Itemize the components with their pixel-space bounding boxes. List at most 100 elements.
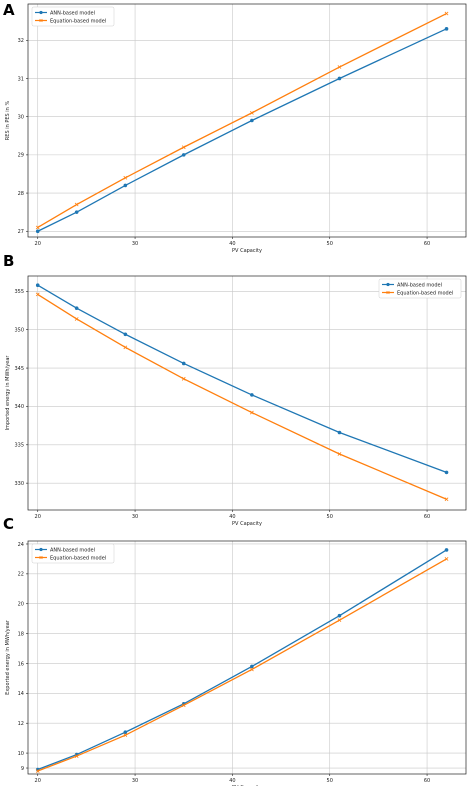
data-point (181, 145, 186, 150)
data-point (35, 769, 40, 773)
data-point (123, 730, 128, 734)
y-axis-label: RES in PES in % (5, 101, 11, 141)
data-point (250, 118, 254, 123)
x-tick-label: 50 (327, 778, 333, 784)
y-tick-label: 18 (18, 631, 24, 637)
data-point (337, 76, 342, 81)
y-tick-label: 32 (18, 38, 24, 44)
data-point (123, 345, 128, 350)
series-ann (35, 27, 449, 234)
x-tick-label: 20 (35, 241, 41, 247)
data-point (181, 153, 186, 157)
legend-label: ANN-based model (50, 547, 95, 553)
legend-marker (39, 547, 43, 552)
y-tick-label: 355 (14, 289, 24, 295)
data-point (74, 317, 79, 321)
x-tick-label: 30 (132, 514, 138, 520)
data-point (74, 202, 79, 207)
chart-panel-a: 20 30 40 50 60 27 28 29 30 31 32 PV Capacity RES in … (5, 3, 467, 254)
x-tick-label: 60 (424, 241, 430, 247)
series-ann (35, 283, 449, 475)
legend-marker (386, 290, 390, 295)
data-point (123, 332, 128, 337)
data-point (123, 175, 128, 180)
y-tick-label: 16 (18, 661, 24, 667)
data-point (181, 703, 186, 708)
data-point (35, 283, 40, 288)
y-axis-label: Imported energy in MWh/year (5, 355, 11, 431)
panel-a-letter: A (3, 1, 15, 19)
legend: ANN-based model Equation-based model (31, 543, 115, 564)
y-tick-label: 20 (18, 602, 24, 608)
data-point (444, 27, 449, 31)
x-axis-label: PV Capacity (232, 521, 262, 527)
legend: ANN-based model Equation-based model (378, 278, 462, 299)
data-point (250, 664, 254, 669)
y-tick-label: 30 (18, 114, 24, 120)
chart-panel-b: 20 30 40 50 60 330 335 340 345 350 355 PV Capacity I… (5, 275, 467, 527)
y-tick-label: 12 (18, 721, 24, 727)
x-tick-label: 40 (229, 514, 235, 520)
data-point (444, 497, 449, 502)
x-tick-label: 60 (424, 778, 430, 784)
y-axis-label: Exported energy in MWh/year (5, 619, 11, 695)
panel-b-letter: B (3, 252, 14, 270)
data-point (249, 110, 254, 115)
axes-frame (27, 275, 467, 511)
chart-panel-c: 203040506091012141618202224PV CapacityEx… (5, 540, 467, 786)
legend-label: Equation-based model (50, 555, 106, 561)
y-tick-label: 345 (14, 366, 24, 372)
data-point (35, 225, 40, 230)
legend-label: ANN-based model (50, 10, 95, 16)
data-point (181, 361, 186, 366)
legend-marker (39, 555, 43, 560)
data-point (337, 618, 342, 623)
legend-box (378, 278, 462, 299)
data-point (250, 393, 254, 397)
data-point (337, 452, 342, 456)
data-point (181, 376, 186, 381)
data-point (444, 470, 449, 475)
legend-label: Equation-based model (397, 290, 453, 296)
data-point (74, 210, 79, 214)
x-tick-label: 20 (35, 514, 41, 520)
y-tick-label: 330 (14, 481, 24, 487)
y-tick-label: 22 (18, 572, 24, 578)
y-tick-label: 31 (18, 76, 24, 82)
y-tick-label: 340 (14, 404, 24, 410)
y-tick-label: 10 (18, 751, 24, 757)
legend-box (31, 6, 115, 27)
y-tick-label: 350 (14, 328, 24, 334)
x-tick-label: 30 (132, 241, 138, 247)
legend-marker (39, 10, 43, 15)
y-tick-label: 28 (18, 191, 24, 197)
x-tick-label: 20 (35, 778, 41, 784)
data-point (74, 754, 79, 758)
series-equation (35, 557, 449, 773)
data-point (337, 65, 342, 69)
data-point (35, 229, 40, 234)
x-tick-label: 60 (424, 514, 430, 520)
legend-marker (386, 282, 390, 287)
legend-marker (39, 18, 43, 23)
y-tick-label: 335 (14, 443, 24, 449)
data-point (123, 183, 128, 188)
series-equation (35, 292, 449, 502)
x-tick-label: 50 (327, 514, 333, 520)
x-tick-label: 40 (229, 241, 235, 247)
data-point (123, 733, 128, 738)
axes-frame (27, 540, 467, 775)
data-point (444, 11, 449, 16)
x-tick-label: 50 (327, 241, 333, 247)
data-point (337, 613, 342, 618)
y-tick-label: 24 (18, 542, 24, 548)
axes-frame (27, 3, 467, 238)
legend-label: ANN-based model (397, 282, 442, 288)
data-point (74, 306, 79, 311)
legend: ANN-based model Equation-based model (31, 6, 115, 27)
data-point (35, 292, 40, 297)
legend-box (31, 543, 115, 564)
panel-c-letter: C (3, 515, 14, 533)
x-tick-label: 40 (229, 778, 235, 784)
